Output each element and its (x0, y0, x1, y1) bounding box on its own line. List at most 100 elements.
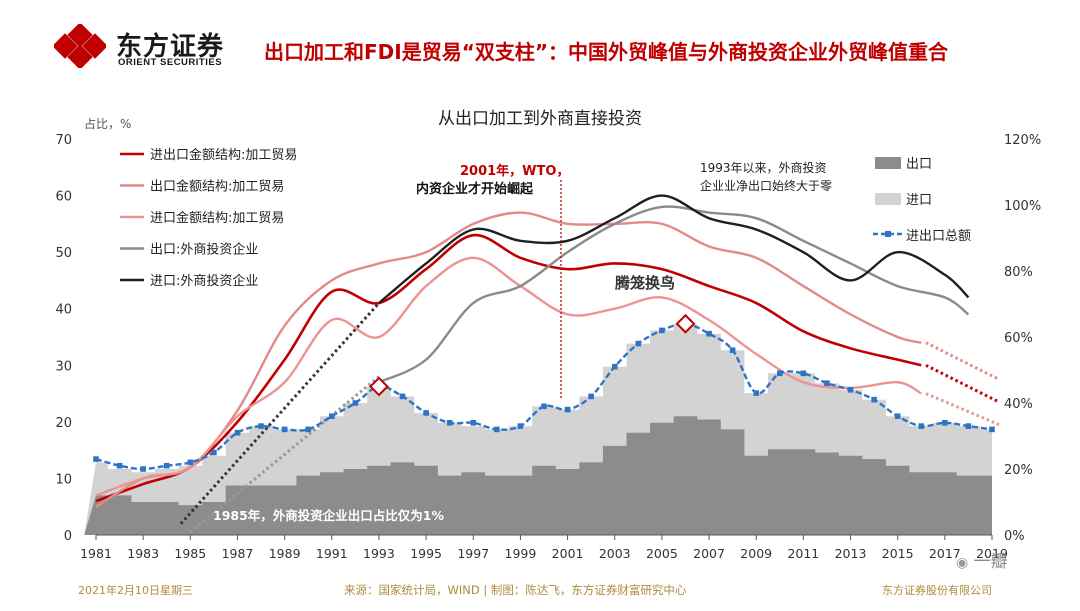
x-tick-label: 2015 (882, 546, 914, 561)
total-trade-point (352, 400, 359, 406)
legend-label: 进出口总额 (906, 229, 971, 244)
total-trade-point (588, 393, 594, 400)
x-tick-label: 2011 (787, 546, 819, 561)
legend-label: 进口金额结构:加工贸易 (150, 210, 284, 226)
highlight-diamond-marker (369, 376, 389, 397)
annotation-1985: 1985年，外商投资企业出口占比仅为1% (213, 508, 444, 523)
x-tick-label: 1981 (80, 546, 112, 561)
legend-label: 进口 (906, 193, 932, 208)
total-trade-point (635, 340, 642, 347)
legend-swatch-export (875, 157, 901, 169)
line-import-processing (95, 256, 922, 497)
y-tick-right: 20% (1004, 463, 1033, 478)
y-tick-left: 70 (55, 133, 72, 148)
total-trade-point (918, 423, 925, 429)
x-tick-label: 2017 (929, 546, 961, 561)
page-title: 出口加工和FDI是贸易“双支柱”：中国外贸峰值与外商投资企业外贸峰值重合 (264, 40, 948, 64)
total-trade-point (328, 413, 335, 419)
projection-line (189, 375, 380, 534)
legend-swatch-total-marker (885, 231, 891, 237)
total-trade-point (163, 462, 170, 469)
logo-text-cn: 东方证券 (116, 32, 225, 62)
axes: 0 10 20 30 40 50 60 70 0% 20% 40% 60% 80% 100% 120% 198… (55, 133, 1041, 561)
total-trade-point (234, 429, 241, 436)
x-tick-label: 2013 (835, 546, 867, 561)
total-trade-point (423, 410, 429, 416)
total-trade-point (399, 393, 406, 400)
line-export-fie (378, 205, 970, 384)
x-tick-label: 1989 (269, 546, 301, 561)
x-tick-label: 1995 (410, 546, 442, 561)
x-tick-label: 2007 (693, 546, 725, 561)
annotation-tenglong: 腾笼换鸟 (614, 274, 675, 292)
total-trade-point (659, 327, 665, 334)
x-tick-label: 2009 (740, 546, 772, 561)
logo-text-en: ORIENT SECURITIES (118, 57, 223, 68)
y-tick-left: 0 (64, 529, 72, 544)
line-import-fie (378, 194, 970, 304)
footer-date: 2021年2月10日星期三 (78, 584, 193, 597)
total-trade-point (258, 423, 264, 429)
y-tick-right: 120% (1004, 133, 1041, 148)
total-trade-point (116, 462, 123, 469)
x-tick-label: 1985 (174, 546, 206, 561)
legend-label: 进口:外商投资企业 (150, 273, 258, 289)
x-tick-label: 1993 (363, 546, 395, 561)
total-trade-point (894, 413, 901, 419)
total-trade-point (470, 420, 477, 426)
y-tick-left: 10 (55, 472, 72, 487)
y-tick-left: 50 (55, 246, 72, 261)
line-import-export-processing (95, 233, 922, 503)
footer-source: 来源：国家统计局，WIND | 制图：陈达飞，东方证券财富研究中心 (344, 583, 687, 597)
total-trade-point (564, 406, 571, 413)
total-trade-point (942, 420, 948, 426)
total-trade-point (989, 426, 995, 433)
legend-label: 进出口金额结构:加工贸易 (150, 147, 297, 163)
y-tick-right: 0% (1004, 529, 1025, 544)
total-trade-point (93, 456, 99, 462)
x-tick-label: 1997 (457, 546, 489, 561)
total-trade-point (611, 363, 618, 370)
y-tick-left: 30 (55, 359, 72, 374)
marker-layer (93, 313, 995, 472)
y-tick-left: 60 (55, 190, 72, 205)
annotations: 2001年，WTO， 内资企业才开始崛起 1993年以来，外商投资 企业业净出口… (213, 160, 832, 523)
area-layer (84, 323, 993, 535)
projection-line (925, 392, 1000, 427)
y-tick-right: 40% (1004, 397, 1033, 412)
x-tick-label: 2005 (646, 546, 678, 561)
y-tick-right: 80% (1004, 265, 1033, 280)
legend-label: 出口金额结构:加工贸易 (150, 179, 284, 195)
x-tick-label: 2019 (976, 546, 1008, 561)
total-trade-point (871, 396, 877, 403)
orient-securities-logo-icon (52, 22, 108, 70)
y-tick-left: 40 (55, 303, 72, 318)
annotation-fie-line1: 1993年以来，外商投资 (700, 160, 827, 175)
footer-company: 东方证券股份有限公司 (882, 584, 992, 597)
total-trade-point (776, 370, 783, 377)
highlight-diamond-marker (675, 313, 696, 334)
total-trade-point (706, 330, 712, 337)
y-tick-right: 60% (1004, 331, 1033, 346)
wechat-icon: ◉ (956, 555, 969, 571)
legend-swatch-import (875, 193, 901, 205)
total-trade-point (281, 426, 288, 433)
x-tick-label: 2001 (552, 546, 584, 561)
line-export-processing (95, 211, 922, 508)
total-trade-point (446, 420, 453, 426)
chart-title: 从出口加工到外商直接投资 (438, 109, 642, 129)
projection-line (925, 341, 1000, 381)
legend-label: 出口:外商投资企业 (150, 242, 258, 258)
watermark: ◉ 一瓣 (956, 547, 1008, 572)
x-tick-label: 1999 (505, 546, 537, 561)
legend-left: 进出口金额结构:加工贸易出口金额结构:加工贸易进口金额结构:加工贸易出口:外商投… (120, 147, 297, 289)
legend-label: 出口 (906, 157, 932, 172)
total-trade-point (140, 466, 146, 472)
projection-lines (179, 302, 1000, 534)
total-trade-point (729, 347, 736, 353)
total-trade-point (517, 423, 524, 429)
annotation-wto-line2: 内资企业才开始崛起 (416, 181, 534, 197)
total-trade-point (800, 370, 807, 377)
